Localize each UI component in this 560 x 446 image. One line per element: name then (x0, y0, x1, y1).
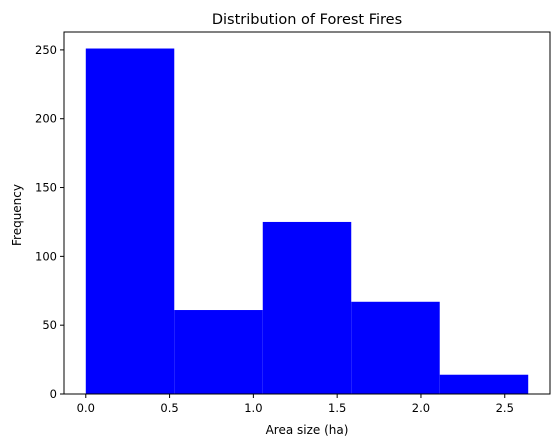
histogram-bar (174, 310, 263, 394)
y-tick-label: 150 (35, 181, 57, 195)
ticks-layer: 0.0 0.5 1.0 1.5 2.0 2.5 0 50 100 150 200 250 (35, 43, 514, 415)
histogram-bar (439, 374, 529, 394)
bars-layer (85, 48, 529, 394)
x-axis-label: Area size (ha) (266, 423, 349, 437)
y-tick-label: 0 (50, 387, 57, 401)
x-tick-label: 2.5 (496, 401, 514, 415)
y-tick-label: 200 (35, 112, 57, 126)
axes-layer (63, 31, 551, 395)
y-tick-label: 100 (35, 249, 57, 263)
histogram-bar (85, 48, 175, 394)
y-axis-label: Frequency (10, 184, 24, 246)
histogram-bar (262, 221, 352, 394)
chart-title: Distribution of Forest Fires (212, 12, 402, 28)
x-tick-label: 1.0 (244, 401, 262, 415)
y-tick-label: 250 (35, 43, 57, 57)
x-tick-label: 0.0 (77, 401, 95, 415)
x-tick-label: 1.5 (328, 401, 346, 415)
histogram-bar (351, 301, 440, 394)
x-tick-label: 0.5 (160, 401, 178, 415)
y-tick-label: 50 (42, 318, 57, 332)
x-tick-label: 2.0 (412, 401, 430, 415)
plot-frame (63, 31, 551, 395)
